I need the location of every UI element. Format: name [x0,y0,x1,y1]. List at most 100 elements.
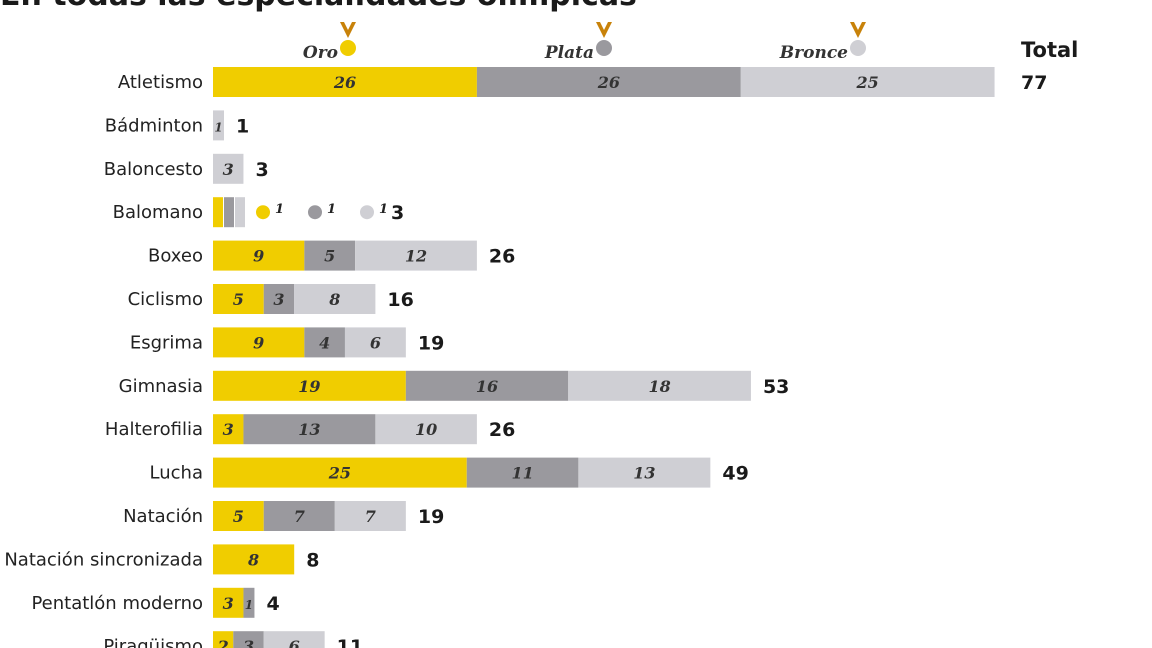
category-label: Esgrima [130,332,203,353]
chart-title: En todas las especialidades olímpicas [0,0,1152,14]
value-label-plata: 16 [476,377,498,396]
value-label-bronce: 13 [633,464,655,483]
category-label: Baloncesto [104,159,203,180]
bar-bronce [344,327,406,358]
value-label-bronce: 7 [365,507,376,526]
row-lucha: Lucha 25 11 13 49 [150,457,749,488]
bar-bronce [213,110,224,141]
value-label-oro: 3 [223,594,234,613]
row-ciclismo: Ciclismo 5 3 8 16 [128,284,414,314]
value-label-plata: 11 [511,464,533,483]
legend-label-plata: Plata [544,43,594,63]
total-label: 3 [391,202,404,224]
bar-bronce [578,457,711,488]
row-halterofilia: Halterofilia 3 13 10 26 [105,414,515,445]
total-label: 26 [489,246,515,268]
bar-plata [233,631,264,648]
value-label-plata: 7 [294,507,305,526]
bar-oro [213,67,477,97]
bar-oro [213,631,234,648]
legend-label-bronce: Bronce [779,43,848,63]
total-label: 19 [418,506,444,528]
row-balomano: Balomano 1 1 1 3 [113,197,404,228]
value-label-bronce: 10 [415,420,437,439]
row-piraguismo: Piragüismo 2 3 6 11 [103,631,363,648]
category-label: Balomano [113,202,203,223]
bar-oro [213,414,244,445]
value-label-plata: 13 [298,420,320,439]
bar-plata [263,284,295,314]
value-label-oro: 9 [253,333,264,352]
row-boxeo: Boxeo 9 5 12 26 [148,240,515,271]
total-label: 19 [418,332,444,354]
category-label: Natación sincronizada [4,549,203,570]
value-label-oro: 9 [253,247,264,266]
row-esgrima: Esgrima 9 4 6 19 [130,327,444,358]
medal-bronce-icon [850,40,866,56]
total-label: 8 [306,549,319,571]
bar-plata [466,457,579,488]
value-label-bronce: 1 [379,202,388,217]
bar-plata [243,414,376,445]
medal-oro-icon [340,40,356,56]
value-label-bronce: 3 [223,160,234,179]
bar-oro [213,501,264,531]
value-label-plata: 1 [245,598,253,612]
value-label-oro: 19 [298,377,320,396]
marker-oro-icon [256,205,270,220]
bar-bronce [355,240,477,271]
total-label: 4 [266,593,279,615]
bar-bronce [235,197,245,228]
value-label-bronce: 6 [289,637,300,648]
value-label-plata: 5 [324,247,335,266]
value-label-oro: 3 [223,420,234,439]
category-label: Pentatlón moderno [31,593,203,614]
value-label-plata: 3 [243,637,254,648]
category-label: Piragüismo [103,636,203,648]
category-label: Halterofilia [105,419,203,440]
bar-plata [476,67,741,97]
bar-plata [263,501,335,531]
medal-ribbon-icon [596,22,612,38]
row-baloncesto: Baloncesto 3 3 [104,153,269,184]
legend: Oro Plata Bronce Total [303,22,1078,63]
medal-ribbon-icon [340,22,356,38]
bar-oro [213,197,223,228]
bar-bronce [334,501,406,531]
total-label: 26 [489,419,515,441]
bar-oro [213,544,295,575]
category-label: Bádminton [105,115,203,136]
marker-bronce-icon [360,205,374,220]
value-label-bronce: 18 [648,377,670,396]
bar-oro [213,587,244,618]
value-label-oro: 5 [233,507,244,526]
medal-ribbon-icon [850,22,866,38]
total-label: 1 [236,115,249,137]
value-label-oro: 25 [328,464,351,483]
bar-bronce [740,67,995,97]
bar-oro [213,370,406,401]
value-label-bronce: 25 [856,73,879,92]
total-label: 11 [337,636,363,648]
value-label-bronce: 6 [370,333,381,352]
bar-plata [304,327,345,358]
bar-oro [213,327,305,358]
category-label: Lucha [150,463,203,484]
bar-oro [213,457,467,488]
total-label: 77 [1021,72,1047,94]
category-label: Atletismo [118,72,203,93]
bar-bronce [568,370,751,401]
legend-label-oro: Oro [303,43,338,63]
category-label: Gimnasia [119,376,203,397]
value-label-plata: 3 [273,290,284,309]
row-natacion-sincronizada: Natación sincronizada 8 8 [4,544,319,575]
total-label: 3 [255,159,268,181]
row-pentatlon-moderno: Pentatlón moderno 3 1 4 [31,587,280,618]
bar-plata [224,197,234,228]
category-label: Natación [123,506,203,527]
value-label-bronce: 1 [214,120,222,134]
value-label-plata: 4 [319,333,330,352]
bar-plata [405,370,569,401]
